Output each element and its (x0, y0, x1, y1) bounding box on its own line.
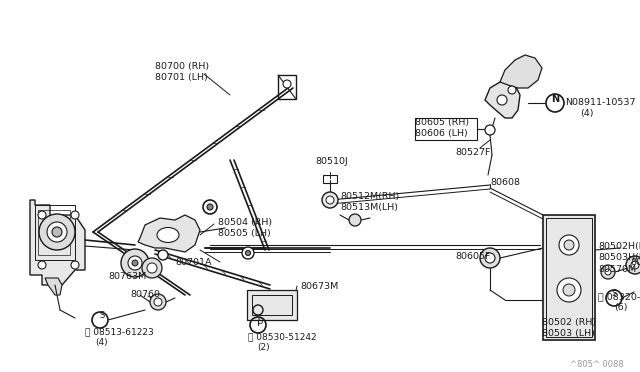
Bar (278, 75, 296, 99)
Circle shape (71, 261, 79, 269)
Bar (543, 215, 595, 340)
Circle shape (246, 250, 250, 256)
Circle shape (480, 248, 500, 268)
Polygon shape (500, 55, 542, 88)
Bar (38, 210, 70, 255)
Circle shape (142, 258, 162, 278)
Text: 80503H(LH): 80503H(LH) (598, 253, 640, 262)
Circle shape (601, 265, 615, 279)
Text: N08911-10537: N08911-10537 (565, 98, 636, 107)
Polygon shape (45, 278, 62, 295)
Circle shape (546, 94, 564, 112)
Circle shape (564, 240, 574, 250)
Ellipse shape (157, 228, 179, 243)
Circle shape (38, 261, 46, 269)
Circle shape (38, 211, 46, 219)
Text: Ⓢ 08530-51242: Ⓢ 08530-51242 (248, 332, 317, 341)
Circle shape (203, 200, 217, 214)
Text: 80605 (RH): 80605 (RH) (415, 118, 469, 127)
Text: 80763M: 80763M (108, 272, 147, 281)
Circle shape (605, 269, 611, 275)
Polygon shape (30, 200, 85, 285)
Circle shape (485, 253, 495, 263)
Circle shape (626, 256, 640, 274)
Circle shape (39, 214, 75, 250)
Text: 80502 (RH): 80502 (RH) (542, 318, 596, 327)
Circle shape (485, 125, 495, 135)
Bar (252, 295, 292, 315)
Text: (4): (4) (580, 109, 593, 118)
Circle shape (497, 95, 507, 105)
Circle shape (326, 196, 334, 204)
Bar (415, 118, 477, 140)
Bar (323, 175, 337, 183)
Text: S: S (99, 311, 104, 321)
Circle shape (207, 204, 213, 210)
Text: 80510J: 80510J (315, 157, 348, 166)
Text: 80504 (RH): 80504 (RH) (218, 218, 272, 227)
Text: 80700 (RH): 80700 (RH) (155, 62, 209, 71)
Text: ^805^ 0088: ^805^ 0088 (570, 360, 624, 369)
Text: 80575: 80575 (630, 258, 640, 267)
Text: 80527F: 80527F (455, 148, 490, 157)
Circle shape (147, 263, 157, 273)
Polygon shape (138, 215, 200, 252)
Circle shape (557, 278, 581, 302)
Text: S: S (611, 289, 616, 298)
Text: 80505 (LH): 80505 (LH) (218, 229, 271, 238)
Text: S: S (257, 317, 262, 326)
Circle shape (52, 227, 62, 237)
Text: (2): (2) (257, 343, 269, 352)
Text: N: N (551, 94, 559, 104)
Text: 80673M: 80673M (300, 282, 339, 291)
Text: (4): (4) (95, 338, 108, 347)
Circle shape (150, 294, 166, 310)
Text: 80502H(RH): 80502H(RH) (598, 242, 640, 251)
Bar (247, 290, 297, 320)
Text: 80512M(RH): 80512M(RH) (340, 192, 399, 201)
Circle shape (158, 250, 168, 260)
Text: Ⓢ 08320-61619: Ⓢ 08320-61619 (598, 292, 640, 301)
Text: 80608: 80608 (490, 178, 520, 187)
Circle shape (322, 192, 338, 208)
Text: 80701 (LH): 80701 (LH) (155, 73, 208, 82)
Text: (6): (6) (614, 303, 627, 312)
Circle shape (128, 256, 142, 270)
Circle shape (563, 284, 575, 296)
Text: 80701A: 80701A (175, 258, 211, 267)
Circle shape (132, 260, 138, 266)
Text: 80513M(LH): 80513M(LH) (340, 203, 398, 212)
Circle shape (47, 222, 67, 242)
Circle shape (559, 235, 579, 255)
Circle shape (283, 80, 291, 88)
Bar (35, 205, 75, 260)
Circle shape (71, 211, 79, 219)
Bar (546, 218, 592, 337)
Circle shape (154, 298, 162, 306)
Circle shape (349, 214, 361, 226)
Circle shape (508, 86, 516, 94)
Text: 80760: 80760 (130, 290, 160, 299)
Polygon shape (485, 80, 520, 118)
Circle shape (631, 261, 639, 269)
Text: Ⓢ 08513-61223: Ⓢ 08513-61223 (85, 327, 154, 336)
Text: 80606 (LH): 80606 (LH) (415, 129, 468, 138)
Text: 80503 (LH): 80503 (LH) (542, 329, 595, 338)
Circle shape (121, 249, 149, 277)
Text: 80605F: 80605F (455, 252, 490, 261)
Text: 80570M: 80570M (598, 265, 636, 274)
Circle shape (242, 247, 254, 259)
